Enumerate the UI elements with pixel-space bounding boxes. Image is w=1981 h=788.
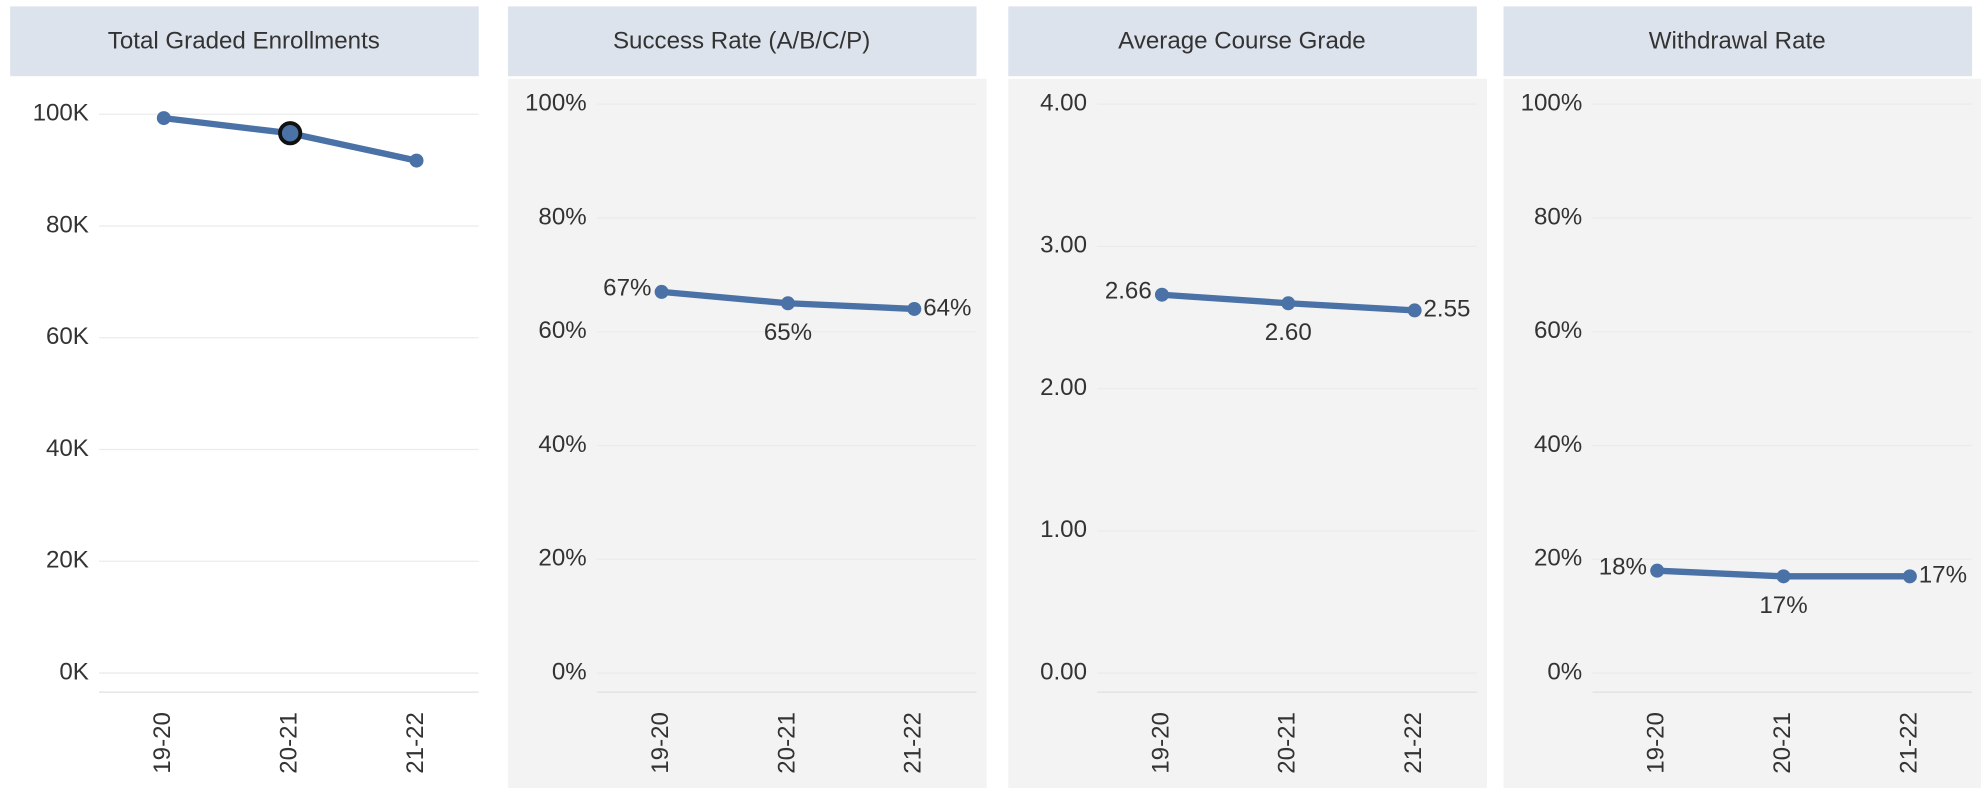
- y-tick-label: 60%: [538, 317, 586, 344]
- y-tick-label: 0%: [1547, 658, 1582, 685]
- panel-title: Average Course Grade: [1118, 27, 1366, 54]
- y-tick-label: 100%: [1521, 90, 1583, 117]
- panel-title: Withdrawal Rate: [1649, 27, 1826, 54]
- value-label: 64%: [923, 294, 971, 321]
- x-tick-label: 20-21: [1274, 712, 1301, 774]
- x-tick-label: 20-21: [276, 712, 303, 774]
- y-tick-label: 0K: [59, 658, 89, 685]
- x-tick-label: 21-22: [402, 712, 429, 774]
- point: [1902, 569, 1917, 584]
- point: [409, 153, 424, 168]
- panel-title: Success Rate (A/B/C/P): [613, 27, 870, 54]
- panel-title: Total Graded Enrollments: [108, 27, 380, 54]
- y-tick-label: 40K: [46, 435, 89, 462]
- panel: Success Rate (A/B/C/P) 0% 20% 40% 60% 80% 100%…: [507, 6, 987, 788]
- point: [1281, 296, 1296, 311]
- x-tick-label: 19-20: [1147, 712, 1174, 774]
- y-tick-label: 40%: [1534, 431, 1582, 458]
- point: [654, 284, 669, 299]
- x-tick-label: 21-22: [1895, 712, 1922, 774]
- value-label: 65%: [764, 319, 812, 346]
- point: [907, 301, 922, 316]
- panel: Average Course Grade 0.00 1.00 2.00 3.00 4.00…: [1008, 6, 1488, 788]
- y-tick-label: 3.00: [1040, 232, 1087, 259]
- y-tick-label: 40%: [538, 431, 586, 458]
- point: [1407, 303, 1422, 318]
- y-tick-label: 100%: [525, 90, 587, 117]
- panel-background: [1008, 78, 1488, 788]
- y-tick-label: 0.00: [1040, 658, 1087, 685]
- y-tick-label: 20K: [46, 547, 89, 574]
- x-tick-label: 19-20: [647, 712, 674, 774]
- value-label: 18%: [1599, 553, 1647, 580]
- y-tick-label: 80K: [46, 211, 89, 238]
- value-label: 2.55: [1424, 296, 1471, 323]
- highlight: [278, 121, 303, 146]
- point: [780, 296, 795, 311]
- y-tick-label: 4.00: [1040, 90, 1087, 117]
- x-tick-label: 19-20: [1643, 712, 1670, 774]
- value-label: 17%: [1919, 562, 1967, 589]
- panel: Total Graded Enrollments 0K 20K 40K 60K 80K 10…: [10, 6, 489, 788]
- panel-header: [1008, 6, 1477, 77]
- y-tick-label: 80%: [1534, 203, 1582, 230]
- point: [156, 111, 171, 126]
- point: [1776, 569, 1791, 584]
- panel-background: [507, 78, 987, 788]
- panel-header: [10, 6, 479, 77]
- y-tick-label: 80%: [538, 203, 586, 230]
- y-tick-label: 60K: [46, 323, 89, 350]
- x-tick-label: 21-22: [900, 712, 927, 774]
- value-label: 17%: [1759, 592, 1807, 619]
- y-tick-label: 0%: [552, 658, 587, 685]
- panel-header: [507, 6, 977, 77]
- y-tick-label: 20%: [538, 545, 586, 572]
- x-tick-label: 21-22: [1400, 712, 1427, 774]
- panel: Withdrawal Rate 0% 20% 40% 60% 80% 100% 19-20 20…: [1503, 6, 1981, 788]
- value-label: 2.66: [1105, 278, 1152, 305]
- y-tick-label: 60%: [1534, 317, 1582, 344]
- y-tick-label: 100K: [33, 100, 89, 127]
- point: [1650, 563, 1665, 578]
- value-label: 67%: [603, 275, 651, 302]
- y-tick-label: 1.00: [1040, 516, 1087, 543]
- panel-header: [1503, 6, 1973, 77]
- panel-background: [10, 78, 489, 788]
- y-tick-label: 20%: [1534, 545, 1582, 572]
- x-tick-label: 20-21: [1769, 712, 1796, 774]
- x-tick-label: 19-20: [149, 712, 176, 774]
- y-tick-label: 2.00: [1040, 374, 1087, 401]
- value-label: 2.60: [1265, 319, 1312, 346]
- point: [1154, 287, 1169, 302]
- panel-background: [1503, 78, 1981, 788]
- x-tick-label: 20-21: [773, 712, 800, 774]
